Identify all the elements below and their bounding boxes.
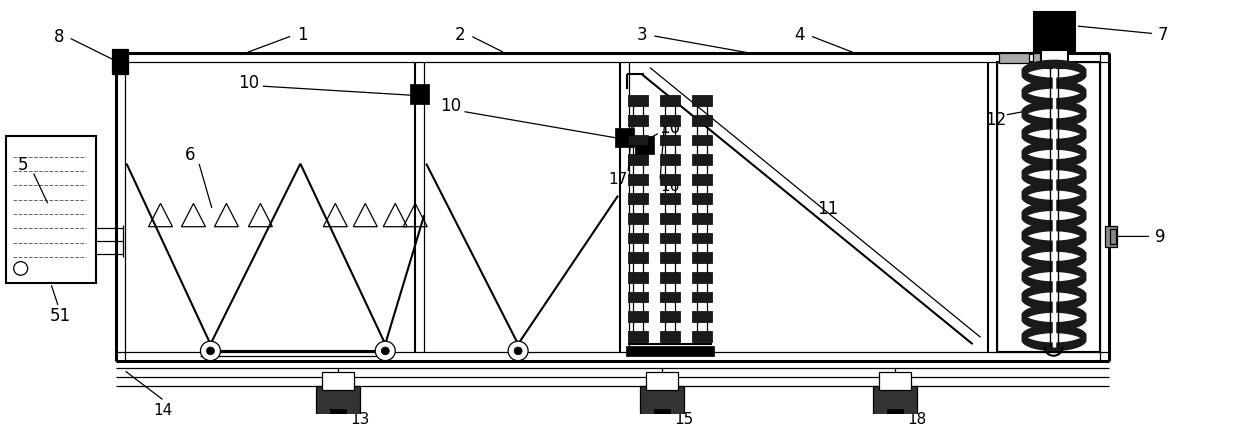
Bar <box>660 292 680 303</box>
Bar <box>692 194 712 204</box>
Bar <box>1033 54 1063 63</box>
Bar <box>627 253 649 263</box>
Text: 5: 5 <box>17 155 29 173</box>
Text: 10: 10 <box>238 74 259 92</box>
Bar <box>1105 226 1117 248</box>
Bar <box>660 233 680 244</box>
Circle shape <box>381 347 389 355</box>
Bar <box>692 155 712 165</box>
Bar <box>627 331 649 342</box>
Bar <box>660 155 680 165</box>
Text: 6: 6 <box>185 146 196 164</box>
Text: 10: 10 <box>440 97 461 115</box>
Text: 12: 12 <box>985 111 1006 129</box>
Text: 7: 7 <box>1157 26 1168 43</box>
Text: 14: 14 <box>153 402 172 417</box>
Bar <box>615 129 634 148</box>
Bar <box>653 409 670 417</box>
Text: 2: 2 <box>455 26 465 43</box>
Bar <box>998 54 1028 63</box>
Bar <box>692 174 712 185</box>
Bar <box>997 63 1100 352</box>
Bar <box>627 115 649 126</box>
Text: 51: 51 <box>50 306 71 324</box>
Bar <box>330 409 346 417</box>
Circle shape <box>14 262 27 276</box>
Bar <box>660 273 680 283</box>
Text: 15: 15 <box>675 412 693 426</box>
Bar <box>692 273 712 283</box>
Bar <box>635 137 653 155</box>
Bar <box>626 346 714 356</box>
Bar <box>660 135 680 146</box>
Text: 17: 17 <box>609 171 627 186</box>
Bar <box>627 155 649 165</box>
Bar <box>627 174 649 185</box>
Bar <box>627 233 649 244</box>
Text: 3: 3 <box>636 26 647 43</box>
Circle shape <box>207 347 215 355</box>
Bar <box>627 312 649 322</box>
Bar <box>692 292 712 303</box>
Bar <box>887 409 903 417</box>
Text: 1: 1 <box>298 26 308 43</box>
Bar <box>692 312 712 322</box>
Bar <box>627 194 649 204</box>
Bar <box>692 135 712 146</box>
Circle shape <box>508 341 528 361</box>
Bar <box>627 213 649 224</box>
Bar <box>627 96 649 106</box>
Text: 11: 11 <box>817 200 838 218</box>
Bar <box>627 292 649 303</box>
Bar <box>322 372 355 390</box>
Bar <box>660 331 680 342</box>
Bar <box>873 386 916 415</box>
Circle shape <box>515 347 522 355</box>
Bar <box>112 50 128 75</box>
Bar <box>660 312 680 322</box>
Bar <box>692 96 712 106</box>
Bar <box>627 273 649 283</box>
Text: 9: 9 <box>1156 228 1166 246</box>
Bar <box>316 386 361 415</box>
Text: 18: 18 <box>906 412 926 426</box>
Bar <box>660 96 680 106</box>
Bar <box>879 372 910 390</box>
Text: 16: 16 <box>660 179 680 194</box>
Text: 13: 13 <box>351 412 370 426</box>
Bar <box>627 135 649 146</box>
Bar <box>692 115 712 126</box>
Bar <box>660 253 680 263</box>
Circle shape <box>376 341 396 361</box>
Bar <box>692 253 712 263</box>
Circle shape <box>201 341 221 361</box>
Bar <box>660 213 680 224</box>
Text: 10: 10 <box>660 118 681 136</box>
Text: 4: 4 <box>795 26 805 43</box>
Bar <box>660 115 680 126</box>
Bar <box>660 194 680 204</box>
Bar <box>640 386 684 415</box>
Bar <box>692 233 712 244</box>
Bar <box>1040 51 1069 69</box>
Bar <box>646 372 678 390</box>
Bar <box>6 136 95 283</box>
Bar <box>692 213 712 224</box>
Bar <box>1111 229 1116 245</box>
Bar <box>1033 13 1075 52</box>
Text: 8: 8 <box>53 28 64 46</box>
Bar <box>410 85 429 104</box>
Bar <box>660 174 680 185</box>
Bar <box>692 331 712 342</box>
